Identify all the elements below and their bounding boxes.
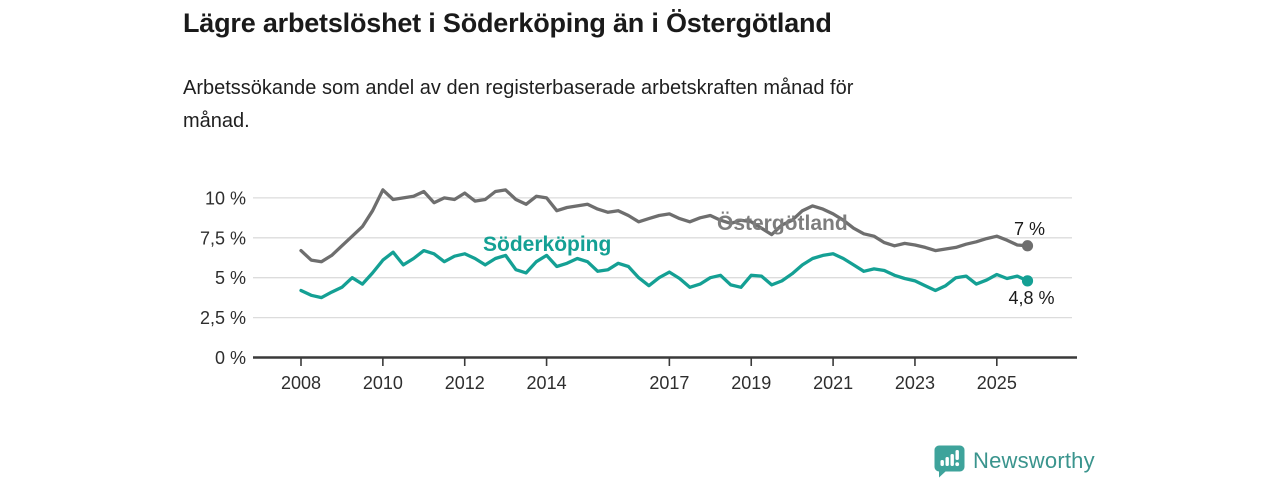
x-tick-label: 2012	[445, 373, 485, 393]
subtitle-line-2: månad.	[183, 110, 250, 132]
x-tick-label: 2025	[977, 373, 1017, 393]
series-label-soderkoping: Söderköping	[483, 233, 611, 256]
x-tick-label: 2019	[731, 373, 771, 393]
series-label-ostergotland: Östergötland	[717, 212, 848, 235]
newsworthy-logo-icon	[934, 445, 965, 477]
series-line-soderkoping	[299, 248, 1030, 300]
subtitle-line-1: Arbetssökande som andel av den registerb…	[183, 77, 854, 99]
brand-footer: Newsworthy	[934, 445, 1095, 477]
data-series	[299, 188, 1034, 300]
y-tick-label: 2,5 %	[200, 308, 246, 328]
x-tick-label: 2023	[895, 373, 935, 393]
end-value-labels: 7 % 4,8 %	[1008, 219, 1054, 308]
x-tick-label: 2010	[363, 373, 403, 393]
y-tick-label: 10 %	[205, 188, 246, 208]
series-end-dot	[1021, 240, 1034, 252]
page-title: Lägre arbetslöshet i Söderköping än i Ös…	[183, 8, 832, 38]
chart-subtitle: Arbetssökande som andel av den registerb…	[183, 72, 853, 138]
y-tick-label: 5 %	[215, 268, 246, 288]
y-tick-label: 0 %	[215, 348, 246, 368]
x-tick-label: 2017	[649, 373, 689, 393]
x-tick-label: 2021	[813, 373, 853, 393]
series-line-ostergotland	[299, 188, 1030, 264]
series-end-label: 4,8 %	[1008, 288, 1054, 308]
series-end-label: 7 %	[1014, 219, 1045, 239]
brand-name: Newsworthy	[973, 448, 1095, 473]
axes: 0 % 2,5 % 5 % 7,5 % 10 % 2008 2010 2012 2014 2017…	[200, 188, 1077, 393]
series-end-dot	[1021, 275, 1034, 287]
x-tick-label: 2008	[281, 373, 321, 393]
x-tick-label: 2014	[527, 373, 567, 393]
y-tick-label: 7,5 %	[200, 228, 246, 248]
